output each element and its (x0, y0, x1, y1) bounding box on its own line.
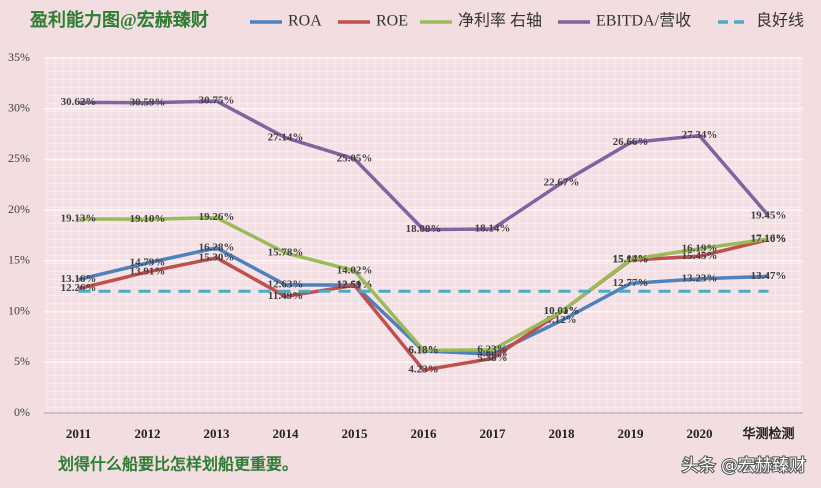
x-tick-label: 华测检测 (742, 426, 794, 441)
series-line (78, 99, 770, 232)
y-tick-label: 10% (8, 303, 30, 317)
data-label: 19.13% (61, 212, 97, 224)
data-label: 25.05% (337, 152, 373, 164)
series-line (78, 237, 769, 372)
data-label: 18.14% (475, 223, 511, 235)
x-tick-label: 2015 (342, 426, 369, 441)
data-label: 15.45% (682, 250, 718, 262)
data-label: 16.28% (199, 241, 235, 253)
data-label: 16.19% (682, 242, 718, 254)
data-label: 15.78% (268, 246, 304, 258)
data-label: 13.16% (61, 273, 97, 285)
x-tick-label: 2012 (135, 426, 161, 441)
data-label: 4.23% (408, 364, 438, 376)
plot-area (44, 58, 803, 413)
watermark: 头条 @宏赫臻财 (682, 456, 806, 476)
x-tick-label: 2018 (549, 426, 576, 441)
data-label: 15.30% (199, 251, 235, 263)
data-label: 17.16% (751, 232, 787, 244)
chart-title: 盈利能力图@宏赫臻财 (29, 9, 209, 30)
legend-label: 净利率 右轴 (458, 12, 542, 30)
x-tick-label: 2017 (480, 426, 507, 441)
data-label: 11.49% (268, 290, 303, 302)
y-tick-label: 30% (8, 100, 30, 114)
data-label: 14.79% (130, 257, 166, 269)
legend-label: 良好线 (756, 12, 804, 30)
legend-label: EBITDA/营收 (596, 12, 691, 30)
y-tick-label: 0% (14, 405, 30, 419)
data-label: 27.34% (682, 129, 718, 141)
x-tick-label: 2020 (687, 426, 713, 441)
legend-label: ROA (288, 13, 322, 30)
data-label: 10.01% (544, 305, 580, 317)
x-tick-label: 2019 (618, 426, 645, 441)
legend-label: ROE (376, 13, 408, 30)
data-label: 30.59% (130, 96, 166, 108)
data-label: 12.63% (268, 278, 304, 290)
x-tick-label: 2016 (411, 426, 438, 441)
data-label: 18.08% (406, 223, 442, 235)
data-label: 6.23% (477, 343, 507, 355)
data-label: 14.02% (337, 264, 373, 276)
data-label: 30.62% (61, 96, 97, 108)
y-tick-label: 35% (8, 50, 30, 64)
data-label: 30.75% (199, 95, 235, 107)
x-tick-label: 2014 (273, 426, 300, 441)
y-tick-label: 15% (8, 253, 30, 267)
data-label: 19.10% (130, 213, 166, 225)
data-label: 19.45% (751, 209, 787, 221)
footer-text: 划得什么船要比怎样划船更重要。 (58, 455, 298, 474)
y-tick-label: 5% (14, 354, 30, 368)
data-label: 13.23% (682, 272, 718, 284)
y-tick-label: 25% (8, 151, 30, 165)
data-label: 27.14% (268, 131, 304, 143)
data-label: 13.91% (130, 265, 166, 277)
data-label: 19.26% (199, 211, 235, 223)
data-label: 15.14% (613, 253, 649, 265)
data-label: 26.66% (613, 136, 649, 148)
data-label: 13.47% (751, 270, 787, 282)
x-tick-label: 2013 (204, 426, 231, 441)
series-line (78, 215, 769, 353)
data-label: 6.18% (408, 344, 438, 356)
y-tick-label: 20% (8, 202, 30, 216)
data-label: 22.67% (544, 177, 580, 189)
data-label: 12.77% (613, 277, 649, 289)
data-label: 5.38% (477, 352, 507, 364)
x-tick-label: 2011 (66, 426, 91, 441)
